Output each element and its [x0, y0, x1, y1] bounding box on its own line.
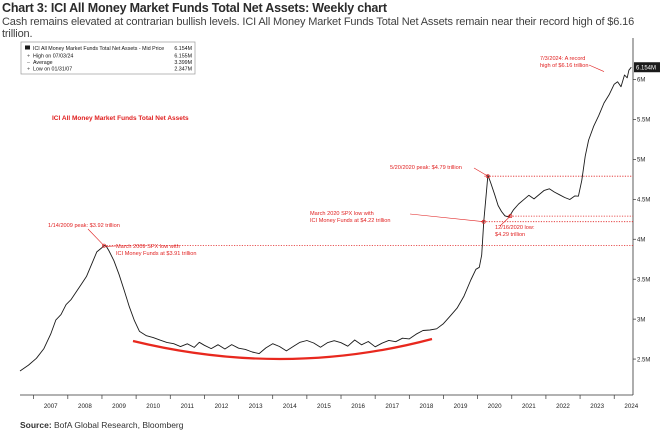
y-tick-label: 3M	[637, 317, 645, 323]
x-tick-label: 2024	[624, 403, 638, 410]
legend-row-average-value: 3.399M	[174, 60, 192, 66]
annotation-text: 1/14/2009 peak: $3.92 trillion	[48, 223, 120, 229]
point-marker	[485, 174, 490, 179]
legend-row-low: Low on 01/31/07	[33, 67, 72, 73]
y-tick-label: 4.5M	[637, 198, 650, 204]
annotation-leader	[473, 167, 489, 177]
source-text: BofA Global Research, Bloomberg	[51, 420, 184, 430]
x-tick-label: 2017	[385, 403, 399, 410]
legend-row-high-value: 6.155M	[174, 54, 192, 60]
x-tick-label: 2012	[215, 403, 229, 410]
x-tick-label: 2021	[522, 403, 536, 410]
inner-chart-title: ICI All Money Market Funds Total Net Ass…	[52, 115, 189, 122]
annotation-text: 5/20/2020 peak: $4.79 trillion	[390, 165, 462, 171]
point-marker	[102, 243, 106, 248]
legend-high-marker: +	[27, 54, 30, 60]
y-axis: 2.5M 3M 3.5M 4M 4.5M 5M 5.5M 6M	[633, 78, 650, 363]
x-tick-label: 2019	[454, 403, 468, 410]
trough-arc	[132, 337, 433, 361]
annotation-text: $4.29 trillion	[495, 232, 525, 238]
x-tick-label: 2008	[78, 403, 92, 410]
x-tick-label: 2022	[556, 403, 570, 410]
legend-swatch	[25, 45, 30, 50]
last-value-label: 6.154M	[636, 66, 656, 72]
x-tick-label: 2009	[112, 403, 126, 410]
x-tick-label: 2020	[488, 403, 502, 410]
legend-row-high: High on 07/03/24	[33, 54, 73, 60]
y-tick-label: 6M	[637, 78, 645, 84]
y-tick-label: 3.5M	[637, 277, 650, 283]
annotation-leader	[409, 213, 484, 222]
source-note: Source: BofA Global Research, Bloomberg	[20, 420, 183, 430]
last-value-badge	[634, 62, 660, 73]
chart-title: Chart 3: ICI All Money Market Funds Tota…	[2, 1, 387, 15]
y-tick-label: 5M	[637, 158, 645, 164]
legend-low-marker: +	[27, 67, 30, 73]
reference-lines	[104, 175, 633, 247]
annotation-text: March 2020 SPX low with	[310, 211, 374, 217]
x-tick-label: 2007	[44, 403, 58, 410]
point-marker	[508, 214, 513, 219]
x-tick-label: 2016	[351, 403, 365, 410]
x-tick-label: 2010	[146, 403, 160, 410]
y-tick-label: 5.5M	[637, 118, 650, 124]
x-axis: 2007 2008 2009 2010 2011 2012 2013 2014 2015 2016…	[33, 395, 639, 410]
legend-row-low-value: 2.347M	[174, 67, 192, 73]
x-tick-label: 2013	[249, 403, 263, 410]
chart-subtitle: Cash remains elevated at contrarian bull…	[2, 16, 635, 40]
annotation-text: March 2009 SPX low with	[116, 244, 180, 250]
x-tick-label: 2018	[420, 403, 434, 410]
annotation-leader	[87, 228, 105, 246]
annotation-text: ICI Money Funds at $4.22 trillion	[310, 218, 391, 224]
annotation-leader	[588, 64, 605, 72]
y-tick-label: 4M	[637, 237, 645, 243]
source-label: Source:	[20, 420, 52, 430]
y-tick-label: 2.5M	[637, 357, 650, 363]
legend-series-value: 6.154M	[174, 46, 192, 52]
x-tick-label: 2011	[181, 403, 195, 410]
legend-series-name: ICI All Money Market Funds Total Net Ass…	[33, 46, 164, 52]
x-tick-label: 2014	[283, 403, 297, 410]
legend-row-average: Average	[33, 60, 53, 66]
series-line	[19, 66, 632, 372]
annotation-leader	[499, 215, 511, 227]
annotation-text: 7/3/2024: A record	[540, 56, 585, 62]
legend: ICI All Money Market Funds Total Net Ass…	[20, 41, 196, 75]
annotation-text: high of $6.16 trillion	[540, 63, 589, 69]
arc-layer	[132, 337, 433, 361]
legend-box	[20, 41, 196, 75]
legend-average-marker: –	[27, 60, 30, 66]
x-tick-label: 2023	[590, 403, 604, 410]
annotation-text: ICI Money Funds at $3.91 trillion	[116, 251, 197, 257]
x-tick-label: 2015	[317, 403, 331, 410]
annotation-text: 12/16/2020 low:	[495, 225, 535, 231]
